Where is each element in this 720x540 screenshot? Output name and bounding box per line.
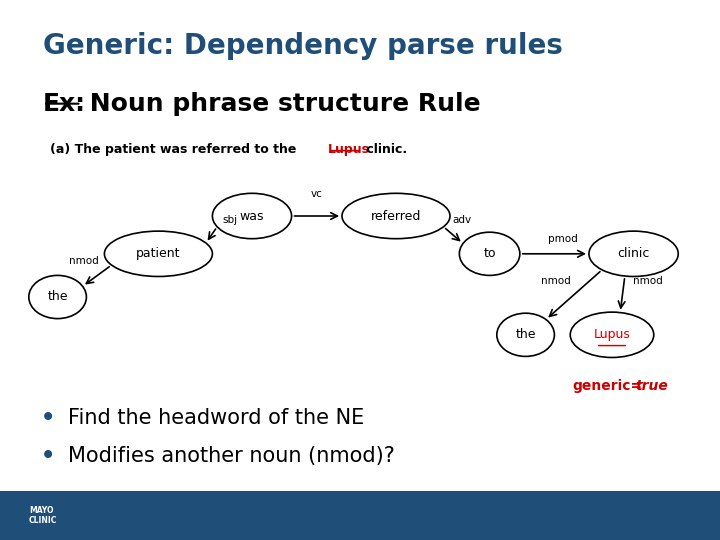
Text: Modifies another noun (nmod)?: Modifies another noun (nmod)? <box>68 446 395 467</box>
Text: true: true <box>635 379 667 393</box>
Text: clinic: clinic <box>618 247 649 260</box>
Text: nmod: nmod <box>69 255 99 266</box>
Ellipse shape <box>570 312 654 357</box>
Ellipse shape <box>104 231 212 276</box>
Text: Noun phrase structure Rule: Noun phrase structure Rule <box>81 92 481 116</box>
Ellipse shape <box>29 275 86 319</box>
Ellipse shape <box>459 232 520 275</box>
FancyBboxPatch shape <box>0 491 720 540</box>
Text: the: the <box>516 328 536 341</box>
Ellipse shape <box>497 313 554 356</box>
Text: was: was <box>240 210 264 222</box>
Text: Generic: Dependency parse rules: Generic: Dependency parse rules <box>43 32 563 60</box>
Text: generic=: generic= <box>572 379 642 393</box>
Text: sbj: sbj <box>222 215 237 225</box>
Text: Ex:: Ex: <box>43 92 86 116</box>
Text: pmod: pmod <box>548 234 578 244</box>
Ellipse shape <box>589 231 678 276</box>
Text: MAYO
CLINIC: MAYO CLINIC <box>29 506 57 525</box>
Text: Lupus: Lupus <box>593 328 631 341</box>
Text: •: • <box>40 404 56 433</box>
Text: Find the headword of the NE: Find the headword of the NE <box>68 408 364 429</box>
Ellipse shape <box>342 193 450 239</box>
Text: Lupus: Lupus <box>328 143 370 156</box>
Text: nmod: nmod <box>633 276 662 286</box>
Text: adv: adv <box>452 215 472 225</box>
Text: vc: vc <box>311 190 323 199</box>
Text: the: the <box>48 291 68 303</box>
Text: to: to <box>483 247 496 260</box>
Text: (a) The patient was referred to the: (a) The patient was referred to the <box>50 143 301 156</box>
Text: nmod: nmod <box>541 276 571 286</box>
Text: patient: patient <box>136 247 181 260</box>
Text: clinic.: clinic. <box>362 143 408 156</box>
Text: referred: referred <box>371 210 421 222</box>
Ellipse shape <box>212 193 292 239</box>
Text: •: • <box>40 442 56 470</box>
